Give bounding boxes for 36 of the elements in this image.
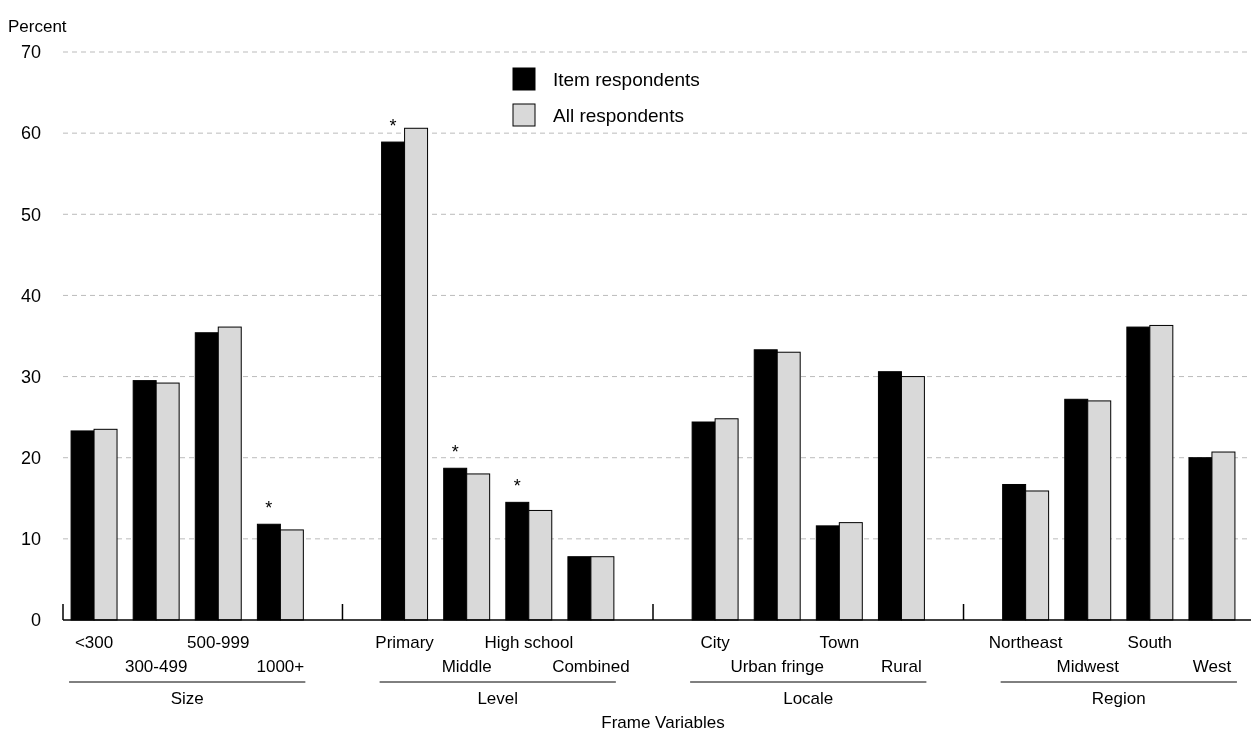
y-tick-label: 0: [30, 610, 41, 631]
legend-label: Item respondents: [553, 68, 700, 90]
y-tick-label: 10: [20, 529, 41, 550]
x-tick-label: Town: [819, 633, 860, 652]
x-tick-label: Primary: [375, 633, 435, 652]
y-tick-label: 40: [20, 285, 41, 306]
x-tick-label: Midwest: [1056, 657, 1120, 676]
y-axis-title: Percent: [8, 17, 67, 36]
y-tick-label: 20: [20, 448, 41, 469]
annotation: *: [389, 116, 397, 137]
y-tick-label: 50: [20, 204, 41, 225]
text: Size: [170, 689, 204, 708]
x-tick-label: 500-999: [187, 633, 250, 652]
x-tick-label: City: [700, 633, 731, 652]
x-tick-label: Combined: [552, 657, 630, 676]
x-tick-label: Middle: [441, 657, 492, 676]
x-tick-label: Rural: [881, 657, 922, 676]
y-tick-label: 30: [20, 366, 41, 387]
y-tick-label: 70: [20, 42, 41, 63]
text: Region: [1091, 689, 1146, 708]
text: Level: [477, 689, 519, 708]
x-tick-label: South: [1127, 633, 1173, 652]
x-tick-label: <300: [74, 633, 114, 652]
annotation: *: [265, 498, 273, 519]
legend-label: All respondents: [553, 104, 684, 126]
annotation: *: [451, 442, 459, 463]
x-tick-label: West: [1192, 657, 1232, 676]
x-axis-title: Frame Variables: [601, 713, 725, 732]
x-tick-label: Northeast: [988, 633, 1063, 652]
x-tick-label: Urban fringe: [730, 657, 824, 676]
x-tick-label: High school: [484, 633, 574, 652]
x-tick-label: 300-499: [124, 657, 188, 676]
annotation: *: [513, 476, 521, 497]
y-tick-label: 60: [20, 123, 41, 144]
x-tick-label: 1000+: [256, 657, 305, 676]
text: Locale: [783, 689, 834, 708]
